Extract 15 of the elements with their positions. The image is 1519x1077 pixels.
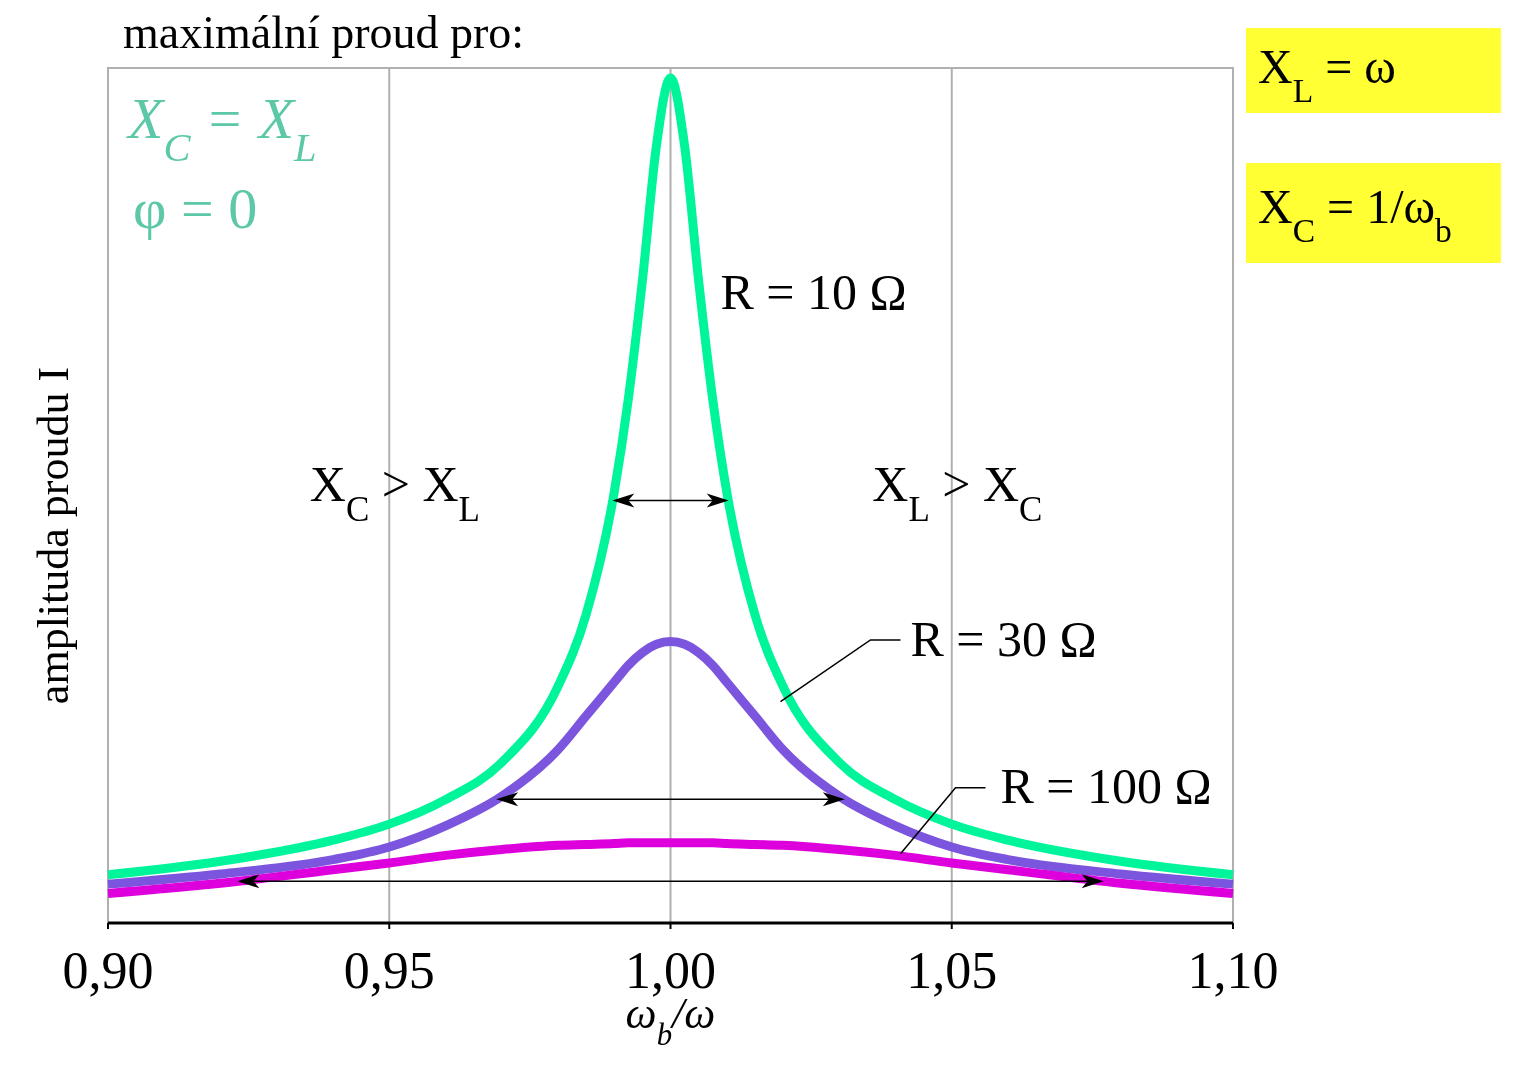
x-tick-label: 1,05 (906, 942, 998, 999)
text: maximální proud pro: (123, 7, 525, 58)
text: X$_{C}$ = 1/ω$_{b}$ (1258, 180, 1452, 249)
annotation: X$_{L}$ > X$_{C}$ (872, 455, 1043, 528)
series-label: R = 100 Ω (1000, 758, 1212, 815)
annotation: X$_{C}$ > X$_{L}$ (309, 455, 480, 528)
annotation: φ = 0 (133, 176, 258, 241)
y-axis-title: amplituda proudu I (29, 366, 78, 705)
x-tick-label: 0,90 (62, 942, 154, 999)
series-label: R = 10 Ω (720, 264, 907, 321)
text: R = 30 Ω (910, 610, 1097, 667)
x-tick-label: 0,95 (343, 942, 435, 999)
annotation: X$_{C}$ = X$_{L}$ (126, 86, 317, 170)
text: X$_{L}$ = ω (1258, 40, 1396, 109)
x-tick-label: 1,10 (1187, 942, 1279, 999)
